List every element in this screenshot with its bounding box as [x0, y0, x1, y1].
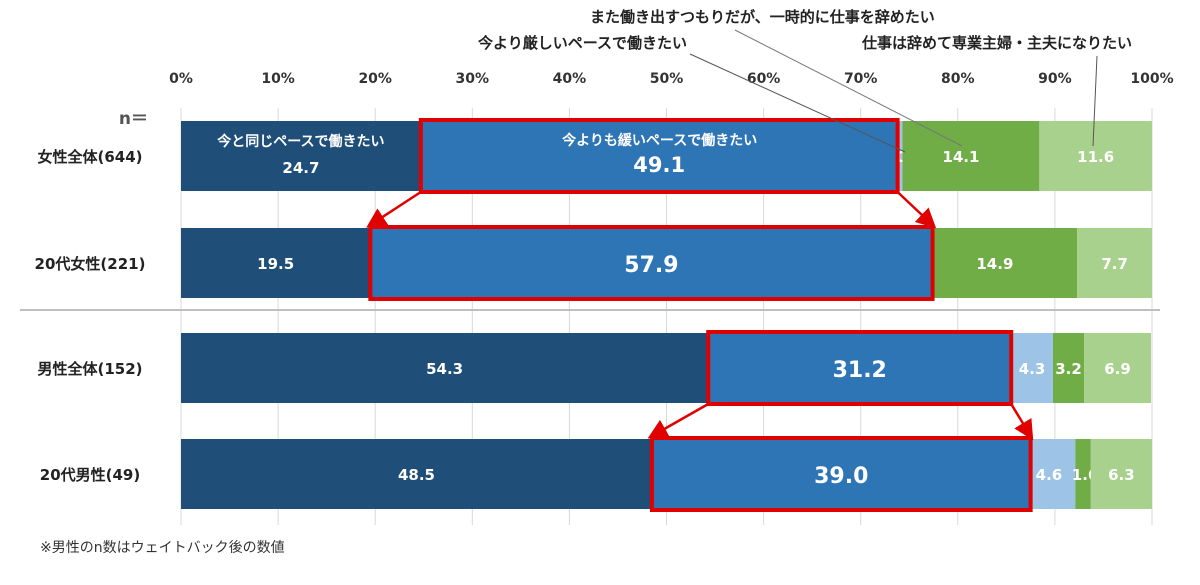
highlight-arrow: [366, 190, 422, 228]
bar-segment: [181, 228, 371, 298]
highlight-box: [368, 225, 935, 301]
highlight-box: [418, 118, 900, 194]
bar-segment: [1039, 121, 1152, 191]
category-label: 男性全体(152): [37, 360, 142, 378]
series-label: 今と同じペースで働きたい: [216, 133, 384, 150]
data-label: 57.9: [624, 253, 678, 278]
highlight-arrow: [1010, 403, 1034, 441]
data-label: 3.2: [1055, 360, 1082, 378]
x-tick-label: 20%: [358, 71, 392, 87]
x-tick-label: 30%: [456, 71, 490, 87]
data-label: 48.5: [398, 466, 435, 484]
bar-segment: [1077, 228, 1152, 298]
data-label: 4.3: [1019, 360, 1046, 378]
footnote: ※男性のn数はウェイトバック後の数値: [40, 540, 285, 556]
data-label: 7.7: [1101, 255, 1128, 273]
x-tick-label: 80%: [941, 71, 975, 87]
data-label: 54.3: [426, 360, 463, 378]
x-tick-label: 40%: [553, 71, 587, 87]
highlight-arrow: [647, 402, 709, 439]
bar-segment: [708, 333, 1012, 403]
bar-segment: [1011, 333, 1053, 403]
bar-segment: [1084, 333, 1152, 403]
category-label: 20代男性(49): [40, 466, 140, 484]
x-tick-label: 100%: [1130, 71, 1173, 87]
data-label: 6.3: [1108, 466, 1135, 484]
callout-line: [689, 53, 906, 153]
callout-label: 仕事は辞めて専業主婦・主夫になりたい: [861, 34, 1132, 52]
bar-segment: [1052, 333, 1085, 403]
highlight-box: [706, 330, 1014, 406]
series-label: 今よりも緩いペースで働きたい: [561, 132, 757, 149]
data-label: 49.1: [633, 153, 685, 177]
data-label: 6.9: [1104, 360, 1131, 378]
data-label: 14.9: [976, 255, 1013, 273]
bar-segment: [651, 439, 1031, 509]
callout-label: 今より厳しいペースで働きたい: [477, 34, 687, 52]
data-label: 24.7: [282, 159, 319, 177]
bar-segment: [420, 121, 898, 191]
x-tick-label: 70%: [844, 71, 878, 87]
callout-line: [734, 29, 963, 147]
callout-label: また働き出すつもりだが、一時的に仕事を辞めたい: [590, 8, 935, 26]
x-tick-label: 90%: [1038, 71, 1072, 87]
highlight-arrow: [896, 191, 937, 229]
highlight-box: [649, 436, 1033, 512]
data-label: 39.0: [814, 464, 868, 489]
x-tick-label: 60%: [747, 71, 781, 87]
callout-line: [1092, 55, 1098, 147]
category-label: 女性全体(644): [37, 148, 142, 166]
x-tick-label: 50%: [650, 71, 684, 87]
bar-segment: [1090, 439, 1152, 509]
bar-segment: [181, 439, 652, 509]
bar-segment: [897, 121, 903, 191]
bar-segment: [1075, 439, 1091, 509]
n-label: n＝: [119, 109, 148, 129]
data-label: 31.2: [833, 358, 887, 383]
data-label: 19.5: [257, 255, 294, 273]
x-tick-label: 0%: [169, 71, 193, 87]
data-label: 4.6: [1036, 466, 1063, 484]
bar-segment: [181, 121, 421, 191]
bar-segment: [902, 121, 1040, 191]
x-tick-label: 10%: [261, 71, 295, 87]
bar-segment: [1030, 439, 1076, 509]
bar-segment: [181, 333, 709, 403]
category-label: 20代女性(221): [35, 255, 146, 273]
data-label: 14.1: [942, 148, 979, 166]
bar-segment: [370, 228, 933, 298]
data-label: 11.6: [1077, 148, 1114, 166]
bar-segment: [932, 228, 1078, 298]
